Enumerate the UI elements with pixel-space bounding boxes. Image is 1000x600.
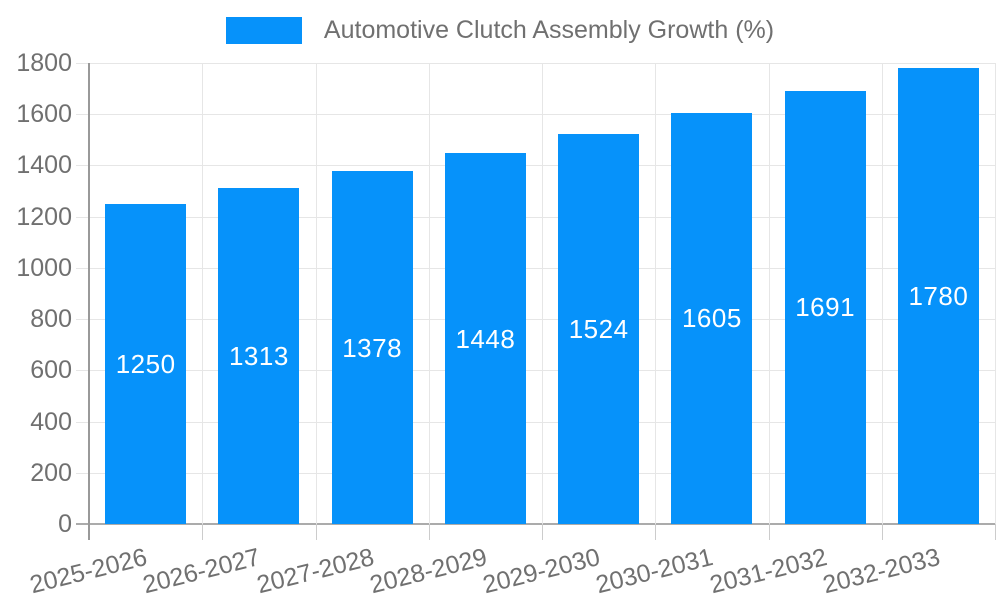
y-axis-tick-label: 1000 [16, 253, 72, 282]
bar-value-label: 1448 [455, 323, 516, 354]
x-axis-tick [202, 524, 204, 540]
gridline [995, 63, 996, 524]
x-axis-tick [655, 524, 657, 540]
y-axis-line [88, 63, 90, 540]
bar[interactable] [444, 153, 526, 524]
y-axis-tick-label: 1200 [16, 202, 72, 231]
bar[interactable] [105, 203, 187, 524]
gridline [76, 63, 995, 64]
chart-legend: Automotive Clutch Assembly Growth (%) [0, 16, 1000, 45]
y-axis-tick-label: 1400 [16, 151, 72, 180]
gridline [542, 63, 543, 524]
x-axis-tick [428, 524, 430, 540]
bar[interactable] [784, 90, 866, 524]
y-axis-tick-label: 0 [58, 510, 72, 538]
x-axis-tick [542, 524, 543, 540]
y-axis-tick-label: 400 [30, 407, 72, 436]
bar-value-label: 1605 [681, 303, 742, 334]
x-axis-tick [995, 524, 996, 540]
x-axis-tick-label: 2028-2029 [366, 543, 490, 600]
x-axis-tick [315, 524, 317, 540]
x-axis-tick-label: 2027-2028 [253, 543, 377, 600]
gridline [76, 114, 995, 116]
bar[interactable] [331, 171, 413, 524]
gridline [768, 63, 770, 524]
bar[interactable] [558, 133, 640, 524]
gridline [428, 63, 430, 524]
bar-value-label: 1250 [115, 348, 176, 379]
legend-label: Automotive Clutch Assembly Growth (%) [323, 16, 775, 44]
gridline [76, 472, 995, 474]
gridline [76, 370, 995, 372]
gridline [315, 63, 317, 524]
x-axis-tick-label: 2030-2031 [593, 543, 717, 600]
bar[interactable] [218, 187, 300, 524]
x-axis-tick-label: 2029-2030 [480, 543, 603, 600]
bar-value-label: 1780 [908, 281, 969, 312]
y-axis-tick-label: 600 [30, 356, 72, 385]
gridline [76, 421, 995, 423]
bar[interactable] [671, 112, 753, 524]
x-axis-tick [881, 524, 883, 540]
bar-value-label: 1524 [568, 313, 629, 344]
gridline [76, 267, 995, 269]
x-axis-tick-label: 2032-2033 [819, 543, 943, 600]
gridline [881, 63, 883, 524]
bar-value-label: 1378 [342, 332, 403, 363]
legend-swatch [225, 17, 302, 45]
bar[interactable] [897, 68, 979, 524]
gridline [76, 216, 995, 218]
x-axis-baseline [76, 523, 995, 525]
bar-value-label: 1313 [228, 340, 289, 371]
x-axis-tick-label: 2025-2026 [27, 543, 150, 600]
y-axis-tick-label: 1600 [16, 100, 72, 129]
x-axis-tick-label: 2026-2027 [140, 543, 264, 600]
bar-value-label: 1691 [795, 292, 856, 323]
gridline [202, 63, 204, 524]
gridline [655, 63, 657, 524]
y-axis-tick-label: 800 [30, 305, 72, 334]
y-axis-tick-label: 200 [30, 458, 72, 487]
y-axis-tick-label: 1800 [16, 49, 72, 77]
gridline [76, 319, 995, 321]
gridline [76, 165, 995, 167]
x-axis-tick [768, 524, 770, 540]
x-axis-tick-label: 2031-2032 [706, 543, 830, 600]
